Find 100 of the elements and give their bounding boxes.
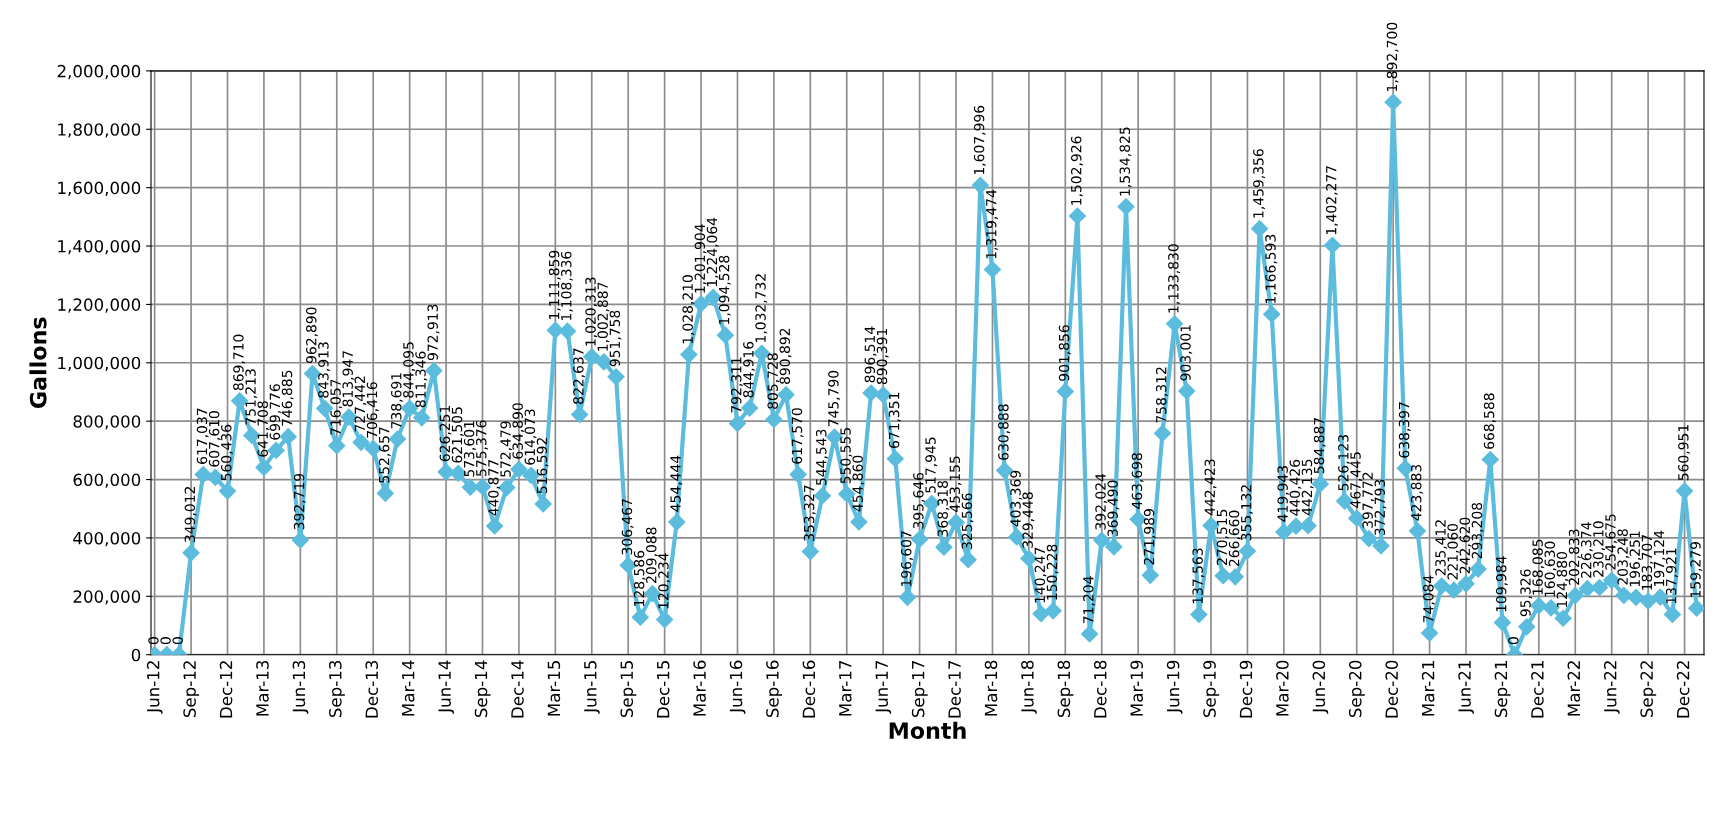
data-label: 869,710 — [233, 334, 246, 391]
x-tick-label: Mar-16 — [693, 660, 706, 716]
data-label: 844,095 — [403, 342, 416, 398]
data-label: 226,374 — [1580, 522, 1593, 578]
data-label: 890,391 — [876, 328, 889, 385]
data-label: 423,883 — [1410, 464, 1423, 521]
x-tick-label: Mar-18 — [984, 660, 998, 716]
data-label: 71,204 — [1083, 576, 1096, 624]
data-label: 140,247 — [1034, 547, 1047, 603]
data-label: 271,989 — [1143, 509, 1156, 565]
y-tick-label: 1,400,000 — [58, 239, 141, 255]
x-tick-label: Sep-19 — [1203, 660, 1220, 718]
data-label: 392,024 — [1095, 473, 1108, 530]
data-label: 706,416 — [366, 382, 379, 438]
data-label: 355,132 — [1240, 485, 1253, 541]
data-label: 1,201,904 — [694, 224, 707, 293]
data-label: 442,135 — [1301, 459, 1314, 516]
data-label: 1,534,825 — [1119, 127, 1132, 196]
data-label: 573,601 — [463, 421, 476, 477]
data-label: 668,588 — [1483, 393, 1496, 449]
data-label: 160,630 — [1544, 541, 1557, 597]
data-label: 467,445 — [1350, 452, 1363, 508]
x-tick-label: Jun-16 — [729, 660, 746, 714]
data-label: 1,002,887 — [597, 282, 610, 351]
data-label: 209,088 — [646, 527, 658, 583]
data-label: 0 — [172, 637, 183, 645]
data-label: 369,490 — [1107, 480, 1120, 537]
data-label: 901,856 — [1058, 325, 1071, 381]
y-tick-label: 1,800,000 — [58, 123, 141, 138]
x-tick-label: Mar-19 — [1130, 660, 1143, 716]
data-label: 517,945 — [925, 437, 938, 493]
y-tick-label: 600,000 — [73, 473, 141, 488]
x-tick-label: Jun-14 — [438, 660, 454, 714]
data-label: 617,037 — [196, 408, 209, 464]
x-tick-label: Dec-18 — [1093, 660, 1107, 718]
x-tick-label: Sep-21 — [1494, 661, 1511, 718]
data-label: 128,586 — [633, 550, 646, 606]
data-label: 403,369 — [1010, 470, 1023, 527]
x-tick-label: Jun-22 — [1603, 661, 1620, 714]
x-tick-label: Sep-17 — [911, 660, 928, 718]
x-tick-label: Dec-15 — [657, 661, 670, 718]
x-tick-label: Mar-14 — [402, 660, 415, 716]
data-label: 74,084 — [1423, 575, 1436, 623]
data-label: 1,166,593 — [1265, 234, 1278, 303]
data-label: 120,234 — [658, 553, 671, 609]
data-label: 890,892 — [779, 328, 792, 384]
x-tick-label: Sep-15 — [620, 661, 637, 718]
data-label: 560,436 — [221, 424, 233, 481]
x-tick-label: Dec-16 — [802, 660, 816, 718]
data-label: 395,646 — [913, 472, 926, 529]
data-label: 621,505 — [451, 407, 464, 463]
x-tick-label: Mar-15 — [547, 661, 561, 716]
data-label: 584,887 — [1313, 417, 1326, 474]
x-tick-label: Sep-18 — [1057, 660, 1074, 718]
x-tick-label: Mar-13 — [256, 660, 269, 716]
data-label: 95,326 — [1520, 569, 1533, 617]
data-label: 463,698 — [1131, 453, 1144, 509]
data-label: 168,085 — [1532, 539, 1545, 595]
data-label: 526,123 — [1338, 435, 1351, 491]
data-label: 758,312 — [1155, 367, 1168, 423]
data-label: 607,610 — [208, 411, 221, 467]
x-tick-label: Dec-14 — [511, 660, 524, 718]
data-label: 638,397 — [1398, 402, 1411, 458]
data-label: 440,877 — [488, 460, 501, 516]
data-label: 617,570 — [791, 408, 804, 464]
x-tick-label: Jun-17 — [875, 660, 892, 714]
data-label: 516,592 — [536, 438, 549, 494]
x-tick-label: Sep-20 — [1348, 660, 1365, 718]
data-label: 641,708 — [257, 401, 270, 457]
data-label: 738,691 — [391, 373, 403, 429]
data-label: 1,459,356 — [1253, 149, 1266, 218]
data-label: 270,515 — [1216, 509, 1229, 565]
data-label: 630,888 — [998, 404, 1011, 460]
data-label: 0 — [148, 637, 159, 645]
y-tick-label: 1,200,000 — [58, 298, 141, 313]
data-label: 1,892,700 — [1386, 22, 1399, 91]
x-tick-label: Mar-17 — [839, 660, 852, 716]
data-label: 805,728 — [767, 353, 780, 409]
data-label: 150,228 — [1046, 544, 1059, 600]
data-label: 453,155 — [949, 456, 962, 513]
y-tick-label: 2,000,000 — [57, 64, 141, 80]
x-tick-label: Dec-13 — [365, 660, 379, 718]
data-label: 440,426 — [1289, 459, 1302, 516]
x-tick-label: Dec-19 — [1239, 660, 1253, 718]
data-label: 896,514 — [864, 326, 877, 383]
data-label: 634,890 — [512, 403, 525, 459]
data-label: 242,620 — [1459, 517, 1472, 574]
data-label: 903,001 — [1180, 325, 1193, 381]
data-label: 745,790 — [828, 370, 841, 427]
data-label: 230,210 — [1593, 521, 1606, 577]
data-label: 1,032,732 — [755, 274, 768, 342]
data-label: 197,124 — [1653, 530, 1666, 586]
x-tick-label: Jun-12 — [146, 661, 163, 714]
data-label: 1,607,996 — [973, 105, 986, 175]
data-label: 751,213 — [245, 369, 258, 425]
data-label: 1,020,313 — [585, 277, 598, 346]
data-label: 843,913 — [318, 342, 331, 398]
data-label: 575,376 — [476, 420, 488, 476]
data-label: 844,916 — [743, 341, 756, 398]
x-tick-label: Dec-22 — [1676, 661, 1690, 718]
